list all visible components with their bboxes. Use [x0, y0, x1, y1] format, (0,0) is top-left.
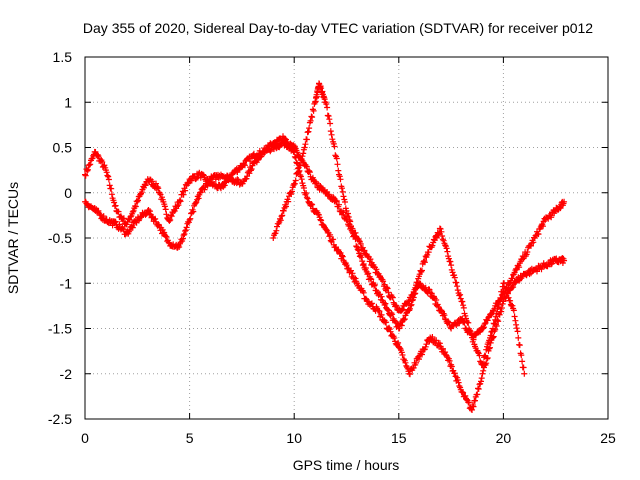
- data-point-track-c: [521, 370, 528, 377]
- y-tick-label: -0.5: [48, 230, 72, 246]
- grid: [85, 57, 608, 419]
- data-point-track-b: [479, 370, 486, 377]
- y-tick-label: -2: [60, 366, 73, 382]
- y-tick-label: 1.5: [53, 49, 73, 65]
- data-point-track-c: [448, 262, 455, 269]
- data-point-track-c: [270, 235, 277, 241]
- x-tick-label: 20: [496, 430, 512, 446]
- y-axis-label: SDTVAR / TECUs: [5, 182, 21, 294]
- chart-title: Day 355 of 2020, Sidereal Day-to-day VTE…: [83, 20, 593, 36]
- x-tick-label: 10: [286, 430, 302, 446]
- x-tick-label: 0: [81, 430, 89, 446]
- y-tick-label: -1.5: [48, 321, 72, 337]
- y-tick-label: 0.5: [53, 140, 73, 156]
- x-axis-label: GPS time / hours: [293, 457, 400, 473]
- data-points: [82, 80, 568, 413]
- y-tick-label: 1: [64, 94, 72, 110]
- data-point-track-a: [82, 171, 88, 178]
- x-tick-label: 25: [600, 430, 616, 446]
- interpolated-markers: [82, 80, 567, 413]
- x-tick-label: 15: [391, 430, 407, 446]
- y-tick-label: -1: [60, 275, 73, 291]
- y-tick-label: 0: [64, 185, 72, 201]
- ticks: 0 5 10 15 20 25 1.5 1 0.5 0 -0.5 -1 -1.5 -2 -2.5: [48, 49, 616, 446]
- x-tick-label: 5: [186, 430, 194, 446]
- y-tick-label: -2.5: [48, 411, 72, 427]
